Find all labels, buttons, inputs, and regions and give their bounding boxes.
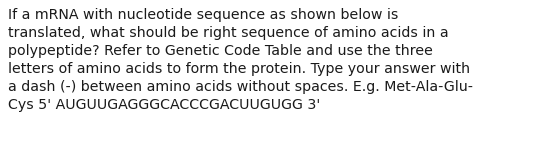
Text: If a mRNA with nucleotide sequence as shown below is
translated, what should be : If a mRNA with nucleotide sequence as sh… (8, 8, 473, 112)
